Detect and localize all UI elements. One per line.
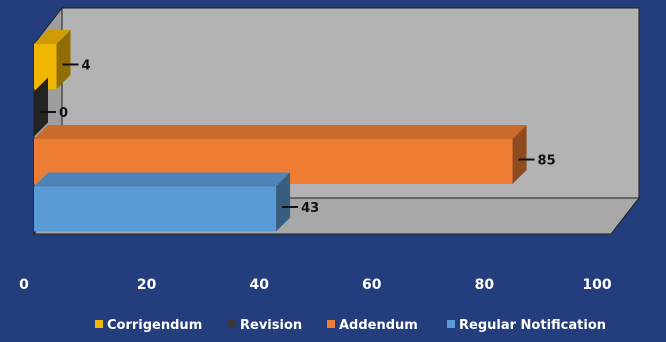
bar-top-regular-notification	[34, 172, 291, 187]
data-label-regular-notification: 43	[301, 201, 319, 216]
bar-end-corrigendum	[56, 30, 71, 89]
bar-end-revision	[34, 77, 48, 137]
legend-label-corrigendum: Corrigendum	[107, 318, 202, 333]
bar-top-addendum	[34, 125, 527, 139]
data-label-corrigendum: 4	[82, 59, 91, 74]
x-tick-label: 100	[582, 277, 611, 293]
legend-swatch-regular-notification	[447, 320, 455, 328]
legend-swatch-addendum	[327, 320, 335, 328]
legend-label-regular-notification: Regular Notification	[459, 318, 606, 333]
data-label-revision: 0	[59, 106, 68, 121]
x-tick-label: 40	[249, 277, 269, 293]
x-tick-label: 20	[137, 277, 157, 293]
data-label-addendum: 85	[538, 154, 556, 169]
bar-corrigendum	[34, 44, 57, 89]
x-tick-label: 0	[19, 277, 29, 293]
bar-regular-notification	[34, 186, 277, 232]
legend-label-addendum: Addendum	[339, 318, 418, 333]
legend-swatch-revision	[228, 320, 236, 328]
bar-top-corrigendum	[34, 30, 71, 44]
x-tick-label: 60	[362, 277, 382, 293]
legend-swatch-corrigendum	[95, 320, 103, 328]
bar-end-addendum	[512, 125, 527, 184]
x-tick-label: 80	[475, 277, 495, 293]
bar-end-regular-notification	[276, 172, 291, 232]
legend-label-revision: Revision	[240, 318, 302, 333]
